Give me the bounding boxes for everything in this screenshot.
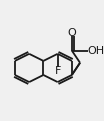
Text: O: O [67,28,76,38]
Text: F: F [54,66,61,76]
Text: OH: OH [87,46,104,56]
